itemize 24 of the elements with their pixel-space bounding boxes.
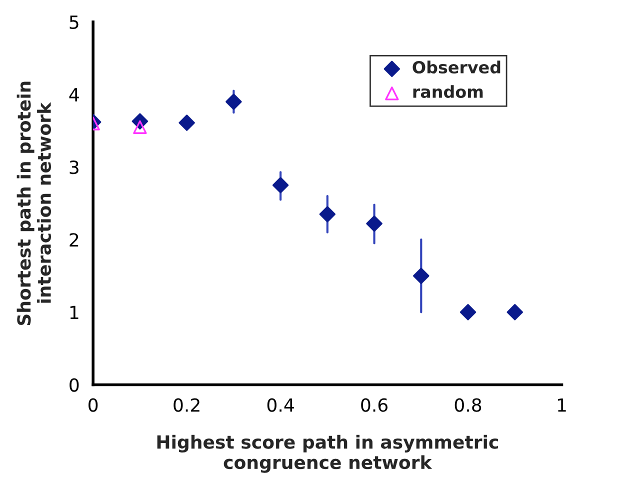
y-tick-label: 5 bbox=[70, 16, 78, 30]
y-tick-label: 1 bbox=[70, 306, 78, 320]
x-tick-label: 0 bbox=[88, 398, 98, 412]
point bbox=[413, 268, 430, 284]
point bbox=[366, 216, 382, 232]
x-tick-label: 0.8 bbox=[454, 398, 482, 412]
legend-label: random bbox=[413, 85, 483, 98]
point bbox=[506, 304, 523, 320]
x-tick-label: 0.2 bbox=[174, 398, 200, 412]
y-tick-label: 2 bbox=[70, 233, 78, 246]
point bbox=[460, 304, 476, 320]
y-axis-title: Shortest path in protein interaction network bbox=[16, 82, 52, 326]
y-tick-label: 0 bbox=[70, 378, 79, 392]
legend-label: Observed bbox=[412, 60, 500, 74]
x-axis-title: Highest score path in asymmetric congruence network bbox=[157, 434, 498, 473]
x-tick-label: 0.6 bbox=[361, 398, 388, 412]
x-tick-label: 0.4 bbox=[267, 398, 294, 412]
point bbox=[178, 114, 195, 131]
y-tick-label: 4 bbox=[69, 88, 79, 102]
point bbox=[272, 177, 289, 194]
x-tick-label: 1 bbox=[558, 398, 566, 412]
point bbox=[319, 206, 336, 222]
point bbox=[226, 94, 242, 110]
y-tick-label: 3 bbox=[70, 160, 78, 174]
